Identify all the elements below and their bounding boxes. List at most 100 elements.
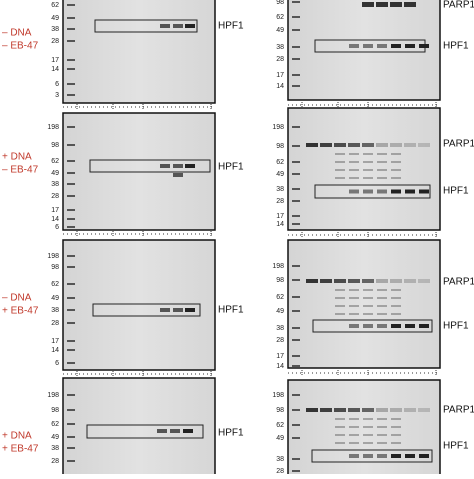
ladder-band [292, 327, 300, 329]
band [405, 324, 415, 328]
parp-band [334, 408, 346, 412]
ladder-label: 3 [55, 92, 59, 99]
band [419, 44, 429, 48]
ladder-band [67, 83, 75, 85]
parp-band [376, 143, 388, 147]
fragment-band [391, 289, 401, 291]
ladder-label: 14 [51, 66, 59, 73]
band-box [314, 184, 431, 199]
ladder-band [292, 310, 300, 312]
fragment-band [391, 177, 401, 179]
fragment-band [349, 297, 359, 299]
ladder-label: 38 [51, 181, 59, 188]
fragment-band [335, 426, 345, 428]
condition-label: – EB-47 [2, 41, 39, 52]
ladder-band [292, 126, 300, 128]
fragment-band [377, 169, 387, 171]
ladder-label: 49 [276, 27, 284, 34]
ladder-label: 6 [55, 360, 59, 367]
fragment-band [349, 153, 359, 155]
band-label: HPF1 [443, 321, 469, 332]
ladder-band [292, 1, 300, 3]
ladder-band [292, 265, 300, 267]
ladder-label: 98 [276, 143, 284, 150]
ladder-label: 14 [51, 216, 59, 223]
band [173, 164, 183, 168]
ladder-label: 17 [51, 57, 59, 64]
band [160, 308, 170, 312]
band [377, 454, 387, 458]
parp-band [390, 408, 402, 412]
ladder-label: 62 [51, 2, 59, 9]
fragment-band [391, 442, 401, 444]
band-label: PARP1 [443, 139, 474, 150]
fragment-band [363, 426, 373, 428]
fragment-band [363, 161, 373, 163]
ladder-label: 28 [276, 468, 284, 474]
band [349, 44, 359, 48]
band-box [311, 449, 433, 463]
ladder-label: 38 [51, 307, 59, 314]
ladder-label: 6 [55, 81, 59, 88]
band [391, 454, 401, 458]
ladder-label: 198 [47, 392, 59, 399]
parp-band [306, 279, 318, 283]
parp-band [348, 408, 360, 412]
ladder-label: 28 [51, 193, 59, 200]
ladder-label: 17 [51, 338, 59, 345]
fragment-band [363, 289, 373, 291]
fragment-band [349, 289, 359, 291]
fragment-band [363, 305, 373, 307]
parp-band [334, 279, 346, 283]
band [419, 324, 429, 328]
ladder-label: 49 [51, 15, 59, 22]
ladder-label: 198 [47, 124, 59, 131]
ladder-label: 38 [276, 456, 284, 463]
ladder-label: 28 [51, 458, 59, 465]
ladder-band [292, 223, 300, 225]
fragment-band [377, 418, 387, 420]
ladder-label: 17 [276, 72, 284, 79]
band [157, 429, 167, 433]
ladder-band [67, 340, 75, 342]
ladder-label: 6 [55, 224, 59, 231]
ladder-band [67, 126, 75, 128]
band-label: PARP1 [443, 277, 474, 288]
band [183, 429, 193, 433]
ladder-band [292, 394, 300, 396]
ladder-band [292, 215, 300, 217]
parp-band [404, 408, 416, 412]
fragment-band [363, 418, 373, 420]
fragment-band [363, 313, 373, 315]
parp-band [362, 2, 374, 7]
band-label: HPF1 [218, 21, 244, 32]
band [377, 44, 387, 48]
band [173, 308, 183, 312]
fragment-band [349, 434, 359, 436]
ladder-band [292, 296, 300, 298]
parp-band [320, 279, 332, 283]
band [363, 324, 373, 328]
band [160, 164, 170, 168]
ladder-label: 98 [276, 277, 284, 284]
ladder-band [292, 29, 300, 31]
band [405, 454, 415, 458]
ladder-band [292, 424, 300, 426]
ladder-band [292, 200, 300, 202]
band [377, 189, 387, 194]
band [391, 44, 401, 48]
band [185, 24, 195, 28]
ladder-band [292, 188, 300, 190]
band-label: PARP1 [443, 405, 474, 416]
parp-band [362, 279, 374, 283]
ladder-band [67, 322, 75, 324]
band-label: HPF1 [443, 41, 469, 52]
fragment-band [391, 297, 401, 299]
condition-label: + EB-47 [2, 306, 39, 317]
ladder-band [67, 4, 75, 6]
band-label: HPF1 [443, 441, 469, 452]
fragment-band [335, 161, 345, 163]
ladder-label: 14 [51, 347, 59, 354]
ladder-band [292, 365, 300, 367]
fragment-band [335, 177, 345, 179]
